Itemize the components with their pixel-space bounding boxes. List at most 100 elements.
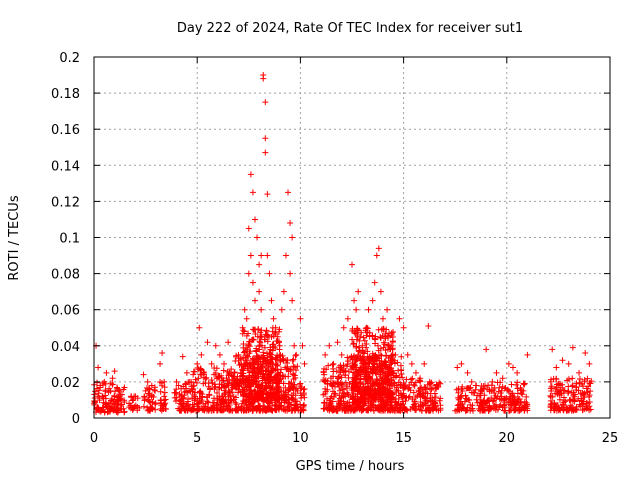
data-point-dense	[215, 402, 222, 409]
data-point-dense	[207, 385, 214, 392]
data-point-dense	[252, 394, 259, 401]
data-point-dense	[254, 377, 261, 384]
y-tick-label: 0.12	[51, 195, 80, 210]
data-point-dense	[559, 402, 566, 409]
data-point	[353, 306, 360, 313]
data-point	[221, 360, 228, 367]
data-point-dense	[266, 400, 273, 407]
data-point-dense	[556, 406, 563, 413]
data-point-dense	[291, 381, 298, 388]
data-point	[258, 306, 265, 313]
data-point-dense	[228, 397, 235, 404]
data-point-dense	[282, 391, 289, 398]
data-point	[251, 216, 258, 223]
data-point-dense	[290, 356, 297, 363]
data-point-dense	[298, 385, 305, 392]
data-point-dense	[362, 367, 369, 374]
data-point-dense	[551, 400, 558, 407]
data-point-dense	[562, 398, 569, 405]
data-point-dense	[547, 394, 554, 401]
data-point-dense	[269, 341, 276, 348]
data-point	[520, 387, 527, 394]
data-point-dense	[189, 386, 196, 393]
data-point-dense	[272, 345, 279, 352]
data-point	[359, 342, 366, 349]
data-point-dense	[276, 326, 283, 333]
data-point-dense	[569, 375, 576, 382]
data-point-dense	[360, 364, 367, 371]
data-point-dense	[370, 381, 377, 388]
data-point	[379, 315, 386, 322]
data-point-dense	[351, 362, 358, 369]
data-point-dense	[372, 333, 379, 340]
data-point-dense	[212, 369, 219, 376]
data-point-dense	[385, 387, 392, 394]
data-point-dense	[569, 382, 576, 389]
data-point-dense	[180, 405, 187, 412]
data-point-dense	[380, 326, 387, 333]
data-point-dense	[243, 332, 250, 339]
data-point-dense	[92, 399, 99, 406]
data-point-dense	[242, 348, 249, 355]
data-point-dense	[579, 403, 586, 410]
data-point-dense	[206, 392, 213, 399]
data-point-dense	[282, 407, 289, 414]
data-point	[103, 369, 110, 376]
data-point-dense	[246, 369, 253, 376]
data-point	[196, 324, 203, 331]
data-point-dense	[578, 397, 585, 404]
data-point-dense	[399, 374, 406, 381]
data-point-dense	[244, 365, 251, 372]
data-point-dense	[377, 345, 384, 352]
data-point-dense	[285, 386, 292, 393]
data-point-dense	[281, 397, 288, 404]
data-point-dense	[252, 405, 259, 412]
data-point	[264, 191, 271, 198]
data-point-dense	[251, 356, 258, 363]
data-point-dense	[484, 398, 491, 405]
data-point-dense	[384, 376, 391, 383]
data-point-dense	[584, 389, 591, 396]
data-point-dense	[498, 393, 505, 400]
data-point-dense	[401, 404, 408, 411]
data-point-dense	[322, 388, 329, 395]
data-point-dense	[291, 364, 298, 371]
data-point	[344, 315, 351, 322]
data-point-dense	[356, 403, 363, 410]
data-point	[582, 350, 589, 357]
data-point-dense	[240, 373, 247, 380]
data-point-dense	[362, 325, 369, 332]
data-point	[270, 315, 277, 322]
data-point-dense	[211, 365, 218, 372]
data-point-dense	[432, 385, 439, 392]
x-tick-label: 10	[292, 431, 309, 446]
data-point-dense	[405, 394, 412, 401]
data-point-dense	[567, 396, 574, 403]
data-point	[326, 342, 333, 349]
data-point-dense	[494, 379, 501, 386]
data-point-dense	[269, 385, 276, 392]
data-point-dense	[478, 382, 485, 389]
data-point-dense	[392, 373, 399, 380]
data-point-dense	[240, 349, 247, 356]
data-point	[268, 297, 275, 304]
data-point-dense	[259, 406, 266, 413]
data-point	[468, 378, 475, 385]
data-point-dense	[378, 376, 385, 383]
data-point-dense	[455, 402, 462, 409]
data-point-dense	[246, 387, 253, 394]
data-point-dense	[324, 380, 331, 387]
data-point-dense	[228, 366, 235, 373]
data-point-dense	[252, 375, 259, 382]
data-point-dense	[96, 397, 103, 404]
data-point-dense	[202, 375, 209, 382]
data-point-dense	[454, 394, 461, 401]
data-point-dense	[357, 380, 364, 387]
data-point	[264, 252, 271, 259]
data-point-dense	[152, 401, 159, 408]
data-point-dense	[423, 395, 430, 402]
data-point-dense	[361, 337, 368, 344]
data-point-dense	[250, 336, 257, 343]
data-point-dense	[392, 395, 399, 402]
data-point-dense	[274, 389, 281, 396]
